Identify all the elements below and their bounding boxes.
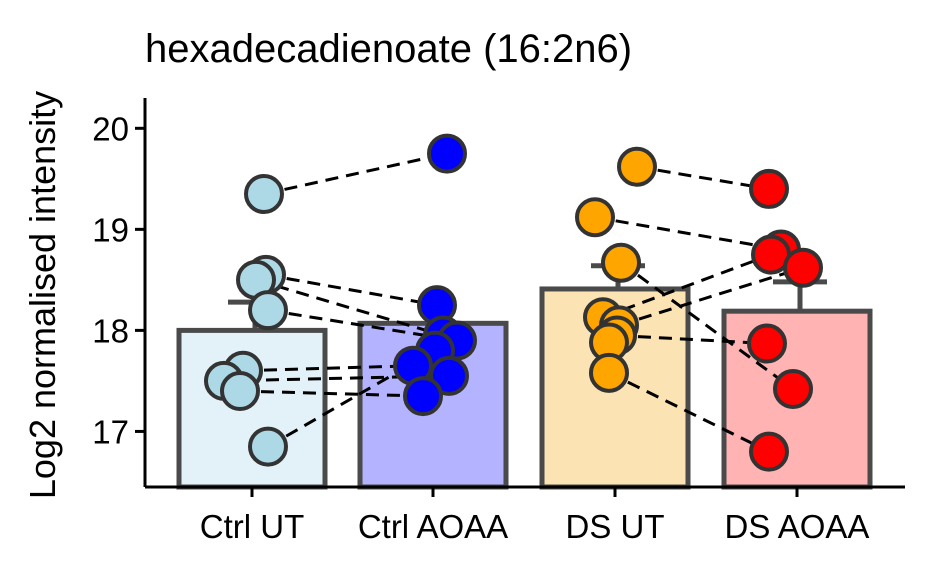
- y-tick-label: 19: [92, 211, 129, 248]
- point-ds-aoaa: [783, 247, 823, 288]
- pair-line: [265, 273, 438, 307]
- point-ctrl-aoaa: [403, 376, 443, 417]
- axes-group: 17 18 19 20 Ctrl UT Ctrl AOAA DS UT DS AOAA: [92, 98, 905, 545]
- pair-line: [636, 165, 770, 191]
- points-group: [204, 133, 823, 472]
- pair-line: [616, 333, 768, 346]
- pair-line: [620, 261, 794, 391]
- y-axis-title: Log2 normalised intensity: [22, 91, 63, 499]
- pair-line: [602, 253, 772, 319]
- chart-title: hexadecadienoate (16:2n6): [145, 27, 632, 71]
- point-ds-aoaa: [749, 168, 789, 209]
- y-tick-label: 17: [92, 413, 129, 450]
- pair-line: [242, 364, 414, 373]
- pair-line: [263, 152, 448, 196]
- x-tick-label-ctrl-aoaa: Ctrl AOAA: [358, 508, 508, 545]
- x-tick-label-ds-ut: DS UT: [566, 508, 665, 545]
- pair-line: [223, 374, 450, 383]
- point-ds-ut: [617, 146, 657, 187]
- point-ds-aoaa: [747, 323, 787, 364]
- point-ctrl-ut: [220, 371, 260, 412]
- point-ctrl-aoaa: [429, 355, 469, 396]
- point-ds-ut: [589, 352, 629, 393]
- x-tick-label-ds-aoaa: DS AOAA: [725, 508, 870, 545]
- y-tick-label: 20: [92, 110, 129, 147]
- pair-line: [618, 266, 804, 327]
- pair-line: [267, 349, 436, 448]
- point-ds-aoaa: [773, 368, 813, 409]
- x-tick-label-ctrl-ut: Ctrl UT: [200, 508, 304, 545]
- point-ctrl-ut: [244, 173, 284, 214]
- pair-line: [255, 278, 444, 337]
- point-ctrl-aoaa: [427, 133, 467, 174]
- pair-line: [594, 215, 782, 252]
- point-ctrl-ut: [248, 426, 288, 467]
- y-tick-label: 18: [92, 312, 129, 349]
- point-ctrl-ut: [248, 290, 288, 331]
- pair-line: [239, 389, 424, 398]
- point-ds-ut: [601, 242, 641, 283]
- pair-line: [608, 371, 770, 453]
- point-ds-ut: [575, 197, 615, 238]
- point-ds-aoaa: [749, 431, 789, 472]
